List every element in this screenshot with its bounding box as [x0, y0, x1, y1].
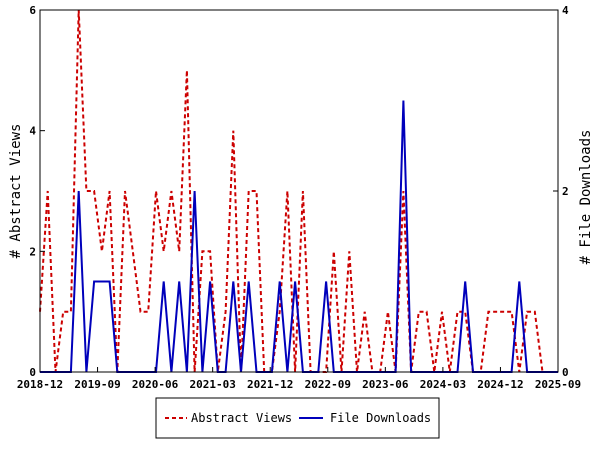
x-tick-label: 2019-09 — [74, 378, 120, 391]
axis-ticks: 2018-12 2019-09 2020-06 2021-03 2021-12 2022-… — [17, 4, 581, 391]
x-tick-label: 2018-12 — [17, 378, 63, 391]
y-left-axis-title: # Abstract Views — [8, 124, 24, 259]
legend: Abstract Views File Downloads — [155, 397, 440, 439]
x-tick-label: 2023-06 — [362, 378, 409, 391]
y-left-tick-label: 0 — [29, 366, 36, 379]
x-tick-label: 2024-03 — [420, 378, 466, 391]
x-tick-label: 2021-03 — [189, 378, 235, 391]
y-right-tick-label: 4 — [562, 4, 569, 17]
legend-box — [155, 397, 440, 439]
x-tick-label: 2022-09 — [305, 378, 351, 391]
x-tick-label: 2020-06 — [132, 378, 179, 391]
y-left-tick-label: 2 — [29, 245, 36, 258]
y-right-tick-label: 2 — [562, 185, 569, 198]
x-tick-label: 2021-12 — [247, 378, 293, 391]
legend-label-abstract-views: Abstract Views — [191, 411, 292, 425]
legend-label-file-downloads: File Downloads — [330, 411, 431, 425]
x-tick-label: 2024-12 — [477, 378, 523, 391]
y-left-tick-label: 6 — [29, 4, 36, 17]
y-left-tick-label: 4 — [29, 125, 36, 138]
x-tick-label: 2025-09 — [535, 378, 581, 391]
y-right-tick-label: 0 — [562, 366, 569, 379]
y-right-axis-title: # File Downloads — [578, 130, 594, 265]
